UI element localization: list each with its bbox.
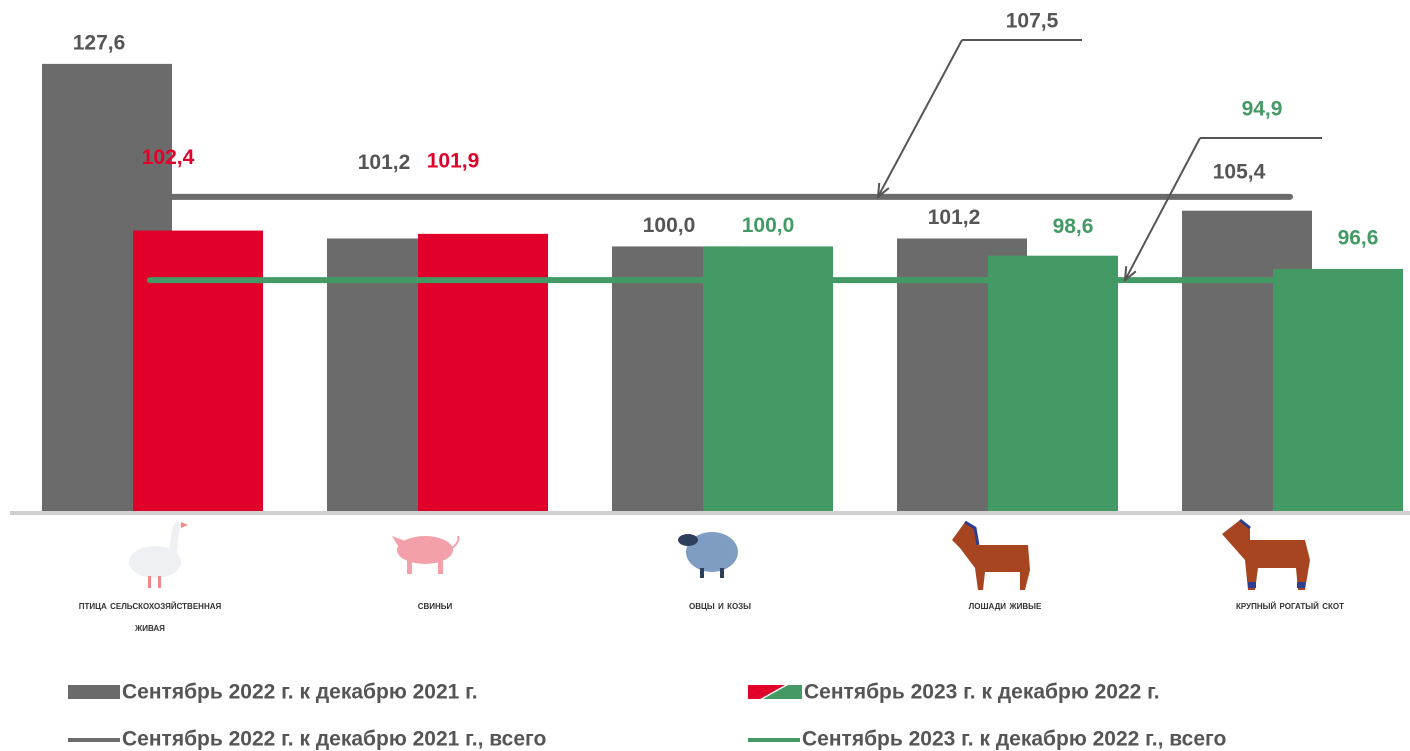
value-label: 101,9 [427, 149, 480, 172]
sheep-icon [678, 532, 738, 578]
category-label-line: Птица сельскохозяйственная [79, 598, 222, 612]
legend-label: Сентябрь 2022 г. к декабрю 2021 г., всег… [122, 728, 546, 751]
category-label: Птица сельскохозяйственная живая [79, 598, 222, 634]
value-label: 102,4 [142, 146, 195, 169]
icons [129, 518, 1310, 590]
bar [988, 255, 1118, 511]
legend: Сентябрь 2022 г. к декабрю 2021 г. Сентяб… [68, 681, 1226, 751]
horse-icon [952, 520, 1030, 590]
category-label: Свиньи [418, 598, 453, 612]
category-label: Крупный рогатый скот [1236, 598, 1344, 612]
value-label: 105,4 [1213, 160, 1266, 183]
bar [703, 246, 833, 511]
reference-label: 94,9 [1242, 98, 1283, 121]
value-label: 100,0 [742, 214, 795, 237]
legend-swatch [748, 685, 785, 699]
legend-swatch [763, 685, 802, 699]
pig-icon [392, 535, 460, 574]
callout-pointer [1124, 137, 1201, 281]
value-label: 127,6 [73, 31, 126, 54]
legend-label: Сентябрь 2023 г. к декабрю 2022 г., всег… [802, 728, 1226, 751]
cow-icon [1222, 518, 1310, 590]
category-label-line: живая [134, 620, 165, 634]
bar [1273, 268, 1403, 511]
legend-label: Сентябрь 2023 г. к декабрю 2022 г. [804, 681, 1160, 704]
legend-label: Сентябрь 2022 г. к декабрю 2021 г. [122, 681, 478, 704]
bar [418, 233, 548, 511]
value-label: 101,2 [928, 206, 981, 229]
category-label: Лошади живые [969, 598, 1042, 612]
callout-arrow [876, 182, 890, 200]
value-label: 96,6 [1338, 226, 1379, 249]
value-label: 98,6 [1053, 215, 1094, 238]
category-label: Овцы и козы [689, 598, 751, 612]
value-label: 100,0 [643, 214, 696, 237]
callout-pointer [877, 39, 963, 198]
goose-icon [129, 522, 188, 588]
callout-arrow [1123, 266, 1137, 283]
legend-swatch [68, 685, 120, 699]
value-label: 101,2 [358, 151, 411, 174]
reference-label: 107,5 [1006, 10, 1059, 33]
bar [133, 230, 263, 511]
